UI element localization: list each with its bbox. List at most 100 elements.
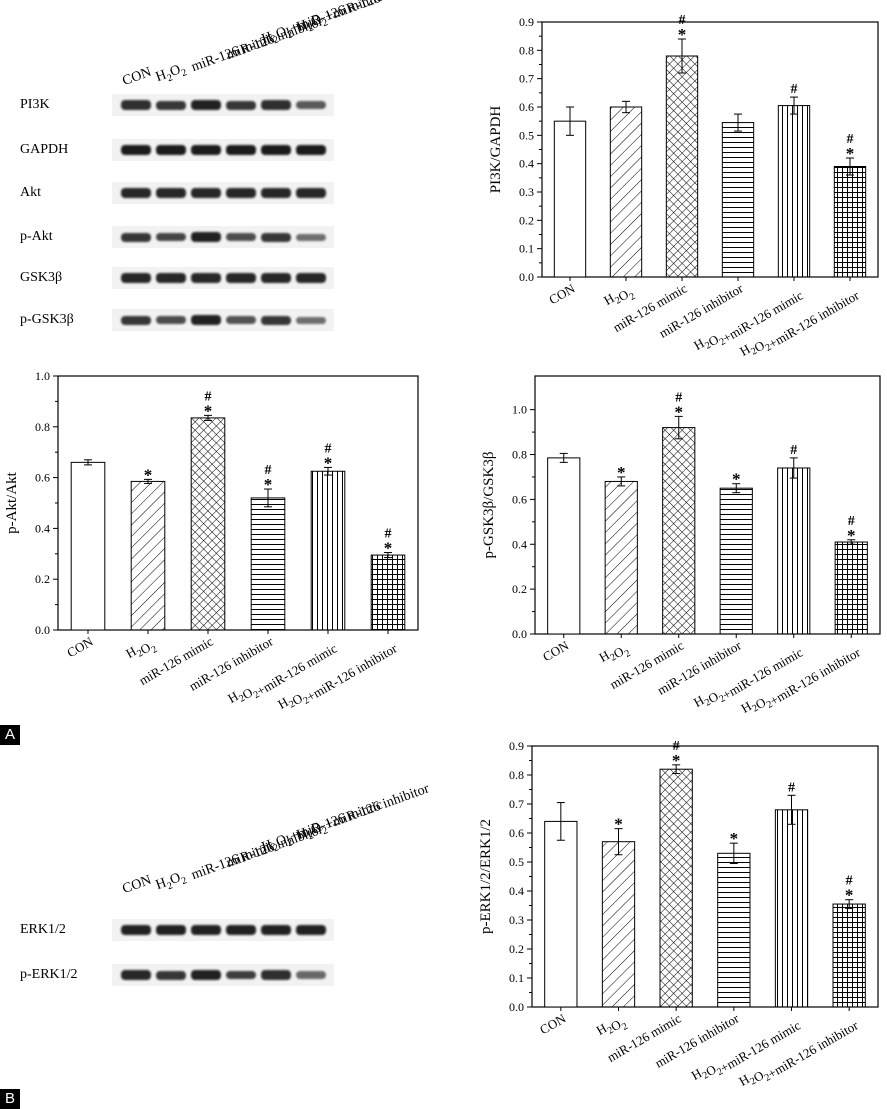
blot-band: [155, 970, 186, 980]
y-axis-label: p-Akt/Akt: [4, 471, 20, 533]
bar: [777, 467, 811, 635]
blot-band: [155, 145, 186, 155]
significance-mark: #: [385, 527, 392, 542]
y-tick-label: 0.2: [519, 213, 534, 227]
blot-strip: [112, 267, 334, 289]
blot-strip: [112, 919, 334, 941]
y-axis-label: p-ERK1/2/ERK1/2: [478, 819, 494, 934]
bar: [717, 852, 751, 1008]
significance-mark: *: [672, 751, 681, 770]
y-tick-label: 0.4: [509, 884, 524, 898]
blot-row-label: p-GSK3β: [20, 312, 74, 327]
bar: [832, 903, 866, 1008]
chart-pakt-akt: 0.00.20.40.60.81.0p-Akt/AktCON*H2O2*#miR…: [4, 369, 419, 712]
y-tick-label: 0.8: [512, 448, 527, 462]
blot-row-label: p-ERK1/2: [20, 967, 78, 982]
significance-mark: *: [678, 25, 687, 44]
blot-band: [120, 145, 151, 155]
blot-band: [120, 273, 151, 283]
blot-band: [225, 232, 256, 242]
bar: [604, 480, 638, 635]
blot-strip: [112, 309, 334, 331]
y-axis-label: p-GSK3β/GSK3β: [481, 452, 497, 559]
significance-mark: #: [846, 874, 853, 889]
blot-band: [155, 925, 186, 935]
blot-band: [260, 273, 291, 283]
blot-band: [120, 100, 151, 110]
blot-band: [260, 970, 291, 980]
panel-label-a: A: [0, 725, 20, 745]
blot-a: CON H2O2 miR-126 mimic miR-126 inhibitor H2O…: [0, 0, 470, 340]
blot-band: [295, 316, 326, 324]
plot-frame: [531, 745, 879, 1008]
blot-row-label: Akt: [20, 185, 41, 200]
blot-a-rows: PI3K GAPDH Akt p-Akt GSK3β p-GSK3β: [0, 0, 470, 340]
blot-band: [120, 315, 151, 325]
blot-row-label: p-Akt: [20, 229, 53, 244]
blot-band: [295, 925, 326, 935]
bar: [721, 122, 755, 278]
bar: [544, 820, 578, 1008]
significance-mark: *: [617, 463, 626, 482]
bar: [70, 461, 106, 631]
blot-band: [120, 188, 151, 198]
blot-band: [260, 145, 291, 155]
blot-band: [295, 188, 326, 198]
y-tick-label: 0.6: [35, 471, 50, 485]
blot-band: [120, 232, 151, 242]
y-tick-label: 0.8: [519, 43, 534, 57]
blot-b: CON H2O2 miR-126 mimic miR-126 inhibitor H2O…: [0, 760, 470, 1020]
x-tick-label: H2O2: [123, 634, 159, 668]
panel-label-b: B: [0, 1089, 20, 1109]
blot-band: [120, 970, 151, 980]
bar: [777, 105, 811, 278]
bar: [553, 120, 587, 278]
y-tick-label: 0.7: [519, 72, 534, 86]
blot-band: [155, 315, 186, 325]
blot-band: [260, 188, 291, 198]
y-tick-label: 0.7: [509, 797, 524, 811]
blot-strip: [112, 94, 334, 116]
blot-band: [155, 232, 186, 242]
blot-band: [190, 315, 221, 325]
blot-band: [260, 315, 291, 325]
blot-row-label: PI3K: [20, 97, 50, 112]
blot-band: [295, 971, 326, 979]
bar: [190, 417, 226, 631]
blot-band: [190, 232, 221, 242]
blot-band: [295, 101, 326, 109]
y-tick-label: 1.0: [512, 403, 527, 417]
chart-pi3k-gapdh: 0.0 0.1 0.2 0.3 0.4 0.5 0.6 0.7 0.8 0.9 PI3K/GAPDH…: [488, 13, 879, 359]
significance-mark: #: [791, 82, 798, 97]
blot-band: [155, 273, 186, 283]
blot-band: [260, 232, 291, 242]
y-tick-label: 0.6: [512, 492, 527, 506]
blot-strip: [112, 226, 334, 248]
x-tick-label: CON: [64, 633, 96, 660]
significance-mark: #: [790, 443, 797, 458]
significance-mark: #: [788, 780, 795, 795]
blot-band: [225, 145, 256, 155]
y-tick-label: 0.1: [509, 971, 524, 985]
blot-band: [295, 233, 326, 241]
y-tick-label: 0.5: [519, 128, 534, 142]
y-tick-label: 0.2: [512, 582, 527, 596]
x-tick-label: CON: [540, 637, 572, 664]
significance-mark: *: [675, 402, 684, 421]
significance-mark: #: [673, 739, 680, 754]
y-tick-label: 0.3: [509, 913, 524, 927]
significance-mark: #: [325, 441, 332, 456]
y-tick-label: 0.6: [509, 826, 524, 840]
significance-mark: *: [384, 539, 393, 558]
blot-band: [225, 970, 256, 980]
significance-mark: *: [730, 829, 739, 848]
significance-mark: *: [732, 470, 741, 489]
significance-mark: *: [204, 401, 213, 420]
bar: [834, 541, 868, 635]
blot-band: [295, 145, 326, 155]
significance-mark: #: [675, 390, 682, 405]
y-tick-label: 0.5: [509, 855, 524, 869]
y-tick-label: 0.0: [512, 627, 527, 641]
bar: [310, 470, 346, 631]
bar: [662, 427, 696, 635]
